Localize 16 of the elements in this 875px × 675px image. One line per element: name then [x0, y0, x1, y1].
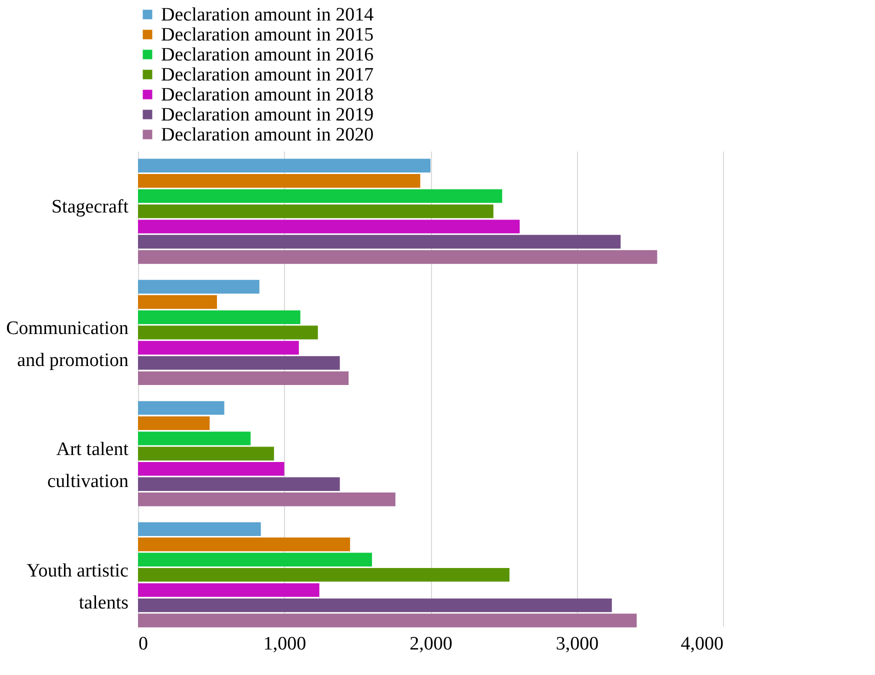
legend-label: Declaration amount in 2018 [161, 84, 374, 106]
y-tick-label: Communication and promotion [6, 318, 129, 371]
legend-label: Declaration amount in 2016 [161, 44, 374, 66]
x-tick-label: 3,000 [556, 634, 599, 654]
y-tick-label: Stagecraft [51, 196, 130, 218]
y-tick-label: Art talent cultivation [47, 439, 130, 492]
x-tick-label: 2,000 [410, 634, 452, 654]
legend-label: Declaration amount in 2015 [161, 24, 374, 46]
y-tick-label: Youth artistic talents [26, 560, 128, 614]
x-tick-label: 1,000 [263, 634, 306, 654]
x-tick-label: 4,000 [680, 634, 724, 654]
legend-label: Declaration amount in 2014 [161, 4, 374, 26]
x-tick-label: 0 [138, 634, 148, 654]
legend-label: Declaration amount in 2020 [161, 124, 374, 146]
legend-label: Declaration amount in 2019 [161, 104, 374, 126]
legend-label: Declaration amount in 2017 [161, 64, 374, 86]
